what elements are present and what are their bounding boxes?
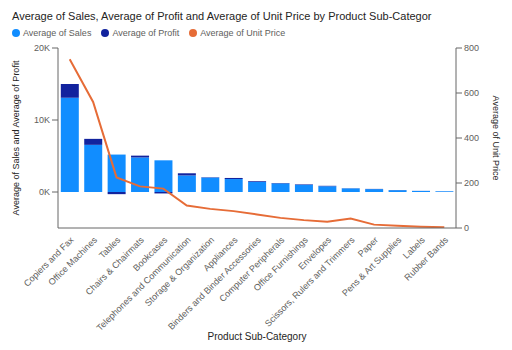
svg-text:Average of Sales and Average o: Average of Sales and Average of Profit (11, 60, 21, 215)
html-text:Average of Profit: Average of Profit (112, 28, 180, 38)
svg-text:Office Furnishings: Office Furnishings (251, 234, 310, 294)
html-text:Average of Sales, Average of P: Average of Sales, Average of Profit and … (12, 10, 432, 22)
svg-text:Storage & Organization: Storage & Organization (142, 234, 217, 309)
svg-text:Computer Peripherals: Computer Peripherals (217, 234, 287, 304)
svg-text:Copiers and Fax: Copiers and Fax (21, 234, 76, 289)
svg-text:200: 200 (464, 178, 479, 188)
html-text:Average of Unit Price: Average of Unit Price (200, 28, 286, 38)
svg-text:Pens & Art Supplies: Pens & Art Supplies (340, 235, 404, 299)
svg-text:0: 0 (464, 223, 469, 233)
svg-text:Office Machines: Office Machines (46, 235, 99, 288)
svg-text:Envelopes: Envelopes (296, 234, 334, 272)
svg-text:Telephones and Communication: Telephones and Communication (94, 234, 193, 333)
svg-text:Average of Unit Price: Average of Unit Price (491, 96, 501, 181)
svg-text:400: 400 (464, 133, 479, 143)
svg-text:0K: 0K (39, 187, 50, 197)
svg-text:Rubber Bands: Rubber Bands (402, 235, 450, 283)
svg-text:20K: 20K (34, 43, 50, 53)
svg-text:Binders and Binder Accessories: Binders and Binder Accessories (166, 235, 263, 332)
svg-text:Chairs & Chairmats: Chairs & Chairmats (83, 234, 146, 298)
svg-text:Paper: Paper (355, 234, 380, 259)
svg-text:Labels: Labels (401, 234, 427, 261)
svg-text:10K: 10K (34, 115, 50, 125)
svg-text:Product Sub-Category: Product Sub-Category (208, 331, 307, 342)
svg-text:Tables: Tables (97, 234, 123, 261)
svg-text:600: 600 (464, 88, 479, 98)
html-text:Average of Sales: Average of Sales (23, 28, 92, 38)
svg-text:Scissors, Rulers and Trimmers: Scissors, Rulers and Trimmers (263, 235, 357, 329)
svg-text:800: 800 (464, 43, 479, 53)
svg-text:Appliances: Appliances (201, 234, 240, 274)
svg-text:Bookcases: Bookcases (131, 234, 170, 274)
